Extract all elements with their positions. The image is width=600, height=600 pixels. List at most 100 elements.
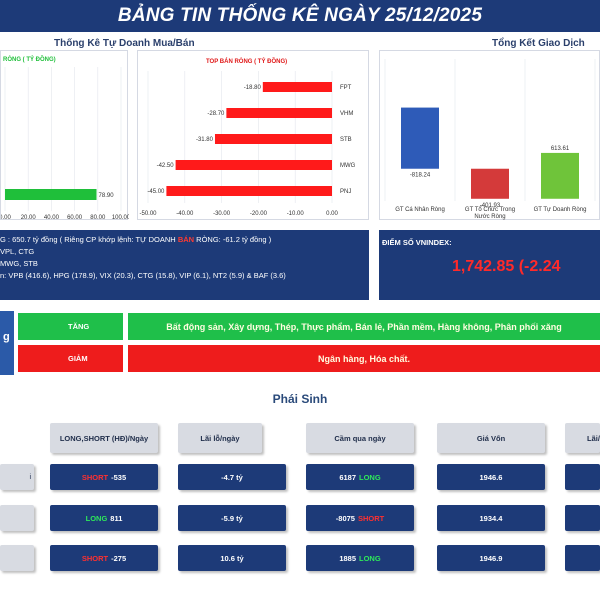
derivatives-hold-cell: 1885 LONG (306, 545, 414, 571)
info-line-1-highlight: BÁN (177, 235, 195, 244)
bar (401, 107, 439, 169)
derivatives-position-cell: SHORT -535 (50, 464, 158, 490)
position-value: -535 (111, 472, 127, 482)
tick-label: -10.00 (287, 211, 305, 217)
category-label: STB (340, 137, 352, 143)
page-title: BẢNG TIN THỐNG KÊ NGÀY 25/12/2025 (117, 5, 483, 26)
data-label: 78.90 (99, 193, 115, 199)
hold-type: LONG (359, 553, 381, 563)
category-label: MWG (340, 163, 356, 169)
info-line-1-tail: RÒNG: -61.2 tỷ đồng ) (196, 235, 272, 244)
hold-value: 6187 (339, 472, 356, 482)
vnindex-value: 1,742.85 (-2.24 (452, 258, 561, 275)
tick-label: 80.00 (90, 215, 106, 221)
page-header: BẢNG TIN THỐNG KÊ NGÀY 25/12/2025 (0, 0, 600, 32)
sector-up-tag: TĂNG (18, 313, 123, 340)
hold-value: 1885 (339, 553, 356, 563)
bar (541, 152, 579, 199)
sell-chart-label: TOP BÁN RÒNG ( TỶ ĐỒNG) (206, 57, 287, 65)
sell-chart: TOP BÁN RÒNG ( TỶ ĐỒNG) -18.80 FPT -28.70 V… (137, 50, 369, 220)
trading-info-box: G : 650.7 tỷ đồng ( Riêng CP khớp lệnh: … (0, 230, 369, 300)
derivatives-header-cost: Giá Vốn (437, 423, 545, 453)
bar (5, 189, 97, 200)
derivatives-row-label (0, 505, 34, 531)
sector-cap-glyph: g (3, 331, 10, 343)
derivatives-pnl-cell: 10.6 tỷ (178, 545, 286, 571)
derivatives-cost-cell: 1946.6 (437, 464, 545, 490)
data-label: -28.70 (207, 111, 225, 117)
data-label: -45.00 (147, 189, 165, 195)
bar (166, 186, 332, 196)
tick-label: 0.00 (326, 211, 338, 217)
info-line-3: MWG, STB (0, 259, 38, 268)
data-label: 613.61 (551, 146, 570, 152)
tick-label: 20.00 (21, 215, 37, 221)
position-type: SHORT (81, 472, 109, 482)
category-label: GT Tự Doanh Ròng (534, 207, 587, 213)
info-line-2: VPL, CTG (0, 247, 35, 256)
data-label: -42.50 (157, 163, 175, 169)
data-label: -31.80 (196, 137, 214, 143)
summary-panel-title: Tổng Kết Giao Dịch (492, 38, 585, 49)
tick-label: -50.00 (139, 211, 157, 217)
tick-label: 40.00 (44, 215, 60, 221)
category-label: FPT (340, 85, 352, 91)
tick-label: -40.00 (176, 211, 194, 217)
tick-label: -20.00 (250, 211, 268, 217)
sector-down-list: Ngân hàng, Hóa chất. (317, 353, 410, 364)
position-value: -275 (111, 553, 127, 563)
position-type: SHORT (81, 553, 109, 563)
sector-down-tag: GIẢM (18, 345, 123, 372)
info-line-1: G : 650.7 tỷ đồng ( Riêng CP khớp lệnh: … (0, 234, 369, 246)
proprietary-panel-title: Thống Kê Tự Doanh Mua/Bán (54, 38, 195, 49)
position-type: LONG (85, 513, 108, 523)
category-label: GT Cá Nhân Ròng (395, 207, 445, 213)
derivatives-header-pnl: Lãi lỗ/ngày (178, 423, 262, 453)
data-label: -818.24 (410, 173, 431, 179)
tick-label: 60.00 (67, 215, 83, 221)
derivatives-title: Phái Sinh (272, 392, 328, 406)
bar (214, 134, 332, 144)
data-label: -18.80 (244, 85, 262, 91)
category-label: GT Tổ Chức Trong Nước Ròng (465, 206, 515, 220)
position-value: 811 (110, 513, 123, 523)
sector-up-list-box: Bất động sản, Xây dựng, Thép, Thực phẩm,… (128, 313, 600, 340)
derivatives-cost-cell: 1934.4 (437, 505, 545, 531)
derivatives-row-label (0, 545, 34, 571)
tick-label: 100.00 (112, 215, 129, 221)
sector-down-label: GIẢM (68, 354, 88, 363)
sector-side-cap: g (0, 311, 14, 375)
derivatives-profit-cell (565, 464, 600, 490)
summary-chart-svg: -818.24 -401.93 613.61 GT Cá Nhân Ròng GT Tổ… (384, 59, 596, 220)
hold-value: -8075 (335, 513, 355, 523)
sector-down-list-box: Ngân hàng, Hóa chất. (128, 345, 600, 372)
buy-chart: RÒNG ( TỶ ĐỒNG) 78.90 0.00 20.00 40.00 60.0… (0, 50, 129, 221)
data-label: -401.93 (480, 203, 501, 209)
derivatives-row-label: i (0, 464, 34, 490)
derivatives-pnl-cell: -4.7 tỷ (178, 464, 286, 490)
sector-up-list: Bất động sản, Xây dựng, Thép, Thực phẩm,… (166, 321, 562, 332)
sell-chart-svg: TOP BÁN RÒNG ( TỶ ĐỒNG) -18.80 FPT -28.70 V… (139, 57, 356, 217)
category-label: VHM (340, 111, 353, 117)
derivatives-hold-cell: 6187 LONG (306, 464, 414, 490)
derivatives-position-cell: SHORT -275 (50, 545, 158, 571)
info-line-1-text: G : 650.7 tỷ đồng ( Riêng CP khớp lệnh: … (0, 235, 176, 244)
derivatives-header-hold: Cầm qua ngày (306, 423, 414, 453)
category-label: PNJ (340, 189, 351, 195)
buy-chart-svg: RÒNG ( TỶ ĐỒNG) 78.90 0.00 20.00 40.00 60.0… (1, 55, 129, 221)
vnindex-box: ĐIỂM SỐ VNINDEX: 1,742.85 (-2.24 (379, 230, 600, 300)
derivatives-cost-cell: 1946.9 (437, 545, 545, 571)
derivatives-profit-cell (565, 505, 600, 531)
sector-up-label: TĂNG (68, 322, 90, 331)
derivatives-pnl-cell: -5.9 tỷ (178, 505, 286, 531)
tick-label: -30.00 (213, 211, 231, 217)
derivatives-position-cell: LONG 811 (50, 505, 158, 531)
buy-chart-label: RÒNG ( TỶ ĐỒNG) (3, 55, 56, 63)
bar (262, 82, 332, 92)
summary-chart: -818.24 -401.93 613.61 GT Cá Nhân Ròng GT Tổ… (379, 50, 600, 220)
hold-type: LONG (359, 472, 381, 482)
info-line-4: n: VPB (416.6), HPG (178.9), VIX (20.3),… (0, 271, 286, 280)
bar (471, 168, 509, 199)
hold-type: SHORT (357, 513, 385, 523)
derivatives-header-profit: Lãi/ (565, 423, 600, 453)
